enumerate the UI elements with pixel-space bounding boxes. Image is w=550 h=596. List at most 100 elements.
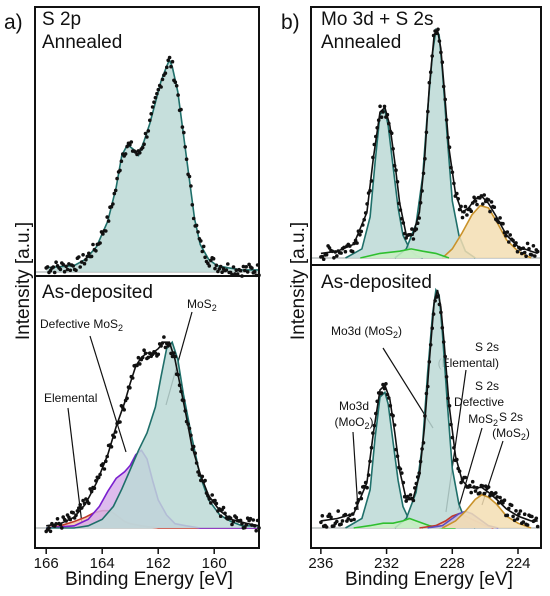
component-line-3 — [360, 248, 450, 259]
data-point — [394, 447, 398, 452]
data-point — [463, 475, 468, 480]
data-point — [426, 384, 430, 389]
data-point — [330, 249, 335, 254]
data-point — [179, 107, 183, 112]
data-point — [135, 363, 139, 368]
data-point — [200, 474, 205, 479]
data-point — [498, 216, 502, 220]
data-point — [401, 480, 406, 485]
data-point — [87, 501, 91, 506]
data-point — [469, 209, 474, 213]
data-point — [514, 241, 518, 245]
data-point — [433, 299, 437, 303]
data-point — [221, 505, 226, 510]
data-point — [362, 484, 367, 489]
x-tick-label: 224 — [505, 555, 530, 572]
data-point — [201, 244, 206, 249]
data-point — [224, 268, 229, 272]
data-point — [194, 223, 199, 228]
data-point — [481, 484, 485, 488]
data-point — [518, 247, 523, 251]
data-point — [518, 509, 523, 513]
data-point — [504, 233, 508, 238]
data-point — [402, 231, 407, 236]
data-point — [180, 125, 185, 129]
data-point — [475, 202, 479, 207]
annot-b-s2s-def-1: S 2s — [475, 379, 499, 393]
annot-b-s2s-def-2: Defective — [454, 395, 504, 409]
data-point — [60, 526, 64, 530]
data-point — [167, 55, 172, 60]
data-point — [348, 244, 352, 248]
x-tick-label: 236 — [308, 555, 333, 572]
data-point — [363, 480, 368, 485]
data-point — [155, 91, 159, 96]
data-point — [452, 446, 456, 450]
data-point — [254, 528, 258, 533]
data-point — [418, 200, 423, 205]
data-point — [128, 143, 132, 147]
data-point — [502, 498, 507, 503]
data-point — [207, 264, 212, 268]
data-point — [343, 249, 348, 254]
data-point — [376, 118, 381, 122]
annot-b-mo3d-mos2: Mo3d (MoS2) — [331, 324, 402, 340]
data-point — [113, 430, 118, 434]
annot-b-s2s-mos2-1: S 2s — [499, 410, 523, 424]
data-point — [182, 398, 186, 403]
data-point — [142, 142, 146, 146]
data-point — [449, 165, 453, 170]
data-point — [525, 523, 530, 527]
data-point — [183, 145, 187, 149]
data-point — [200, 249, 205, 254]
data-point — [363, 211, 368, 215]
data-point — [89, 254, 94, 259]
data-point — [355, 501, 359, 505]
data-point — [353, 238, 358, 243]
data-point — [166, 58, 170, 63]
data-point — [365, 202, 369, 206]
data-point — [78, 265, 82, 269]
data-point — [78, 503, 82, 507]
data-point — [340, 519, 345, 523]
data-point — [459, 480, 463, 485]
data-point — [437, 302, 442, 307]
data-point — [170, 354, 175, 359]
component-fill-5 — [442, 494, 532, 528]
annot-b-moo2-1: Mo3d — [339, 399, 369, 413]
data-point — [211, 256, 216, 261]
annot-a-defective-leader — [89, 335, 127, 453]
data-point — [189, 184, 193, 188]
data-point — [359, 496, 364, 501]
data-point — [496, 220, 501, 225]
data-point — [243, 268, 247, 273]
data-point — [408, 493, 413, 497]
data-point — [439, 50, 443, 55]
data-point — [463, 204, 468, 209]
x-tick-label: 228 — [440, 555, 465, 572]
data-point — [339, 522, 343, 526]
data-point — [182, 130, 186, 135]
data-point — [414, 481, 419, 486]
data-point — [382, 104, 387, 109]
data-point — [352, 517, 356, 522]
data-point — [197, 473, 202, 477]
data-point — [106, 219, 111, 223]
data-point — [521, 520, 526, 524]
data-point — [252, 524, 257, 528]
data-point — [478, 491, 482, 495]
data-point — [234, 515, 239, 520]
data-point — [143, 131, 148, 136]
data-point — [247, 262, 251, 267]
data-point — [209, 501, 213, 505]
annot-a-defective: Defective MoS2 — [40, 317, 123, 333]
data-point — [374, 411, 378, 416]
data-point — [335, 254, 339, 258]
data-point — [501, 221, 505, 226]
data-point — [327, 246, 332, 250]
data-point — [187, 426, 192, 431]
data-point — [428, 70, 433, 74]
data-point — [153, 95, 158, 100]
data-point — [203, 478, 207, 483]
